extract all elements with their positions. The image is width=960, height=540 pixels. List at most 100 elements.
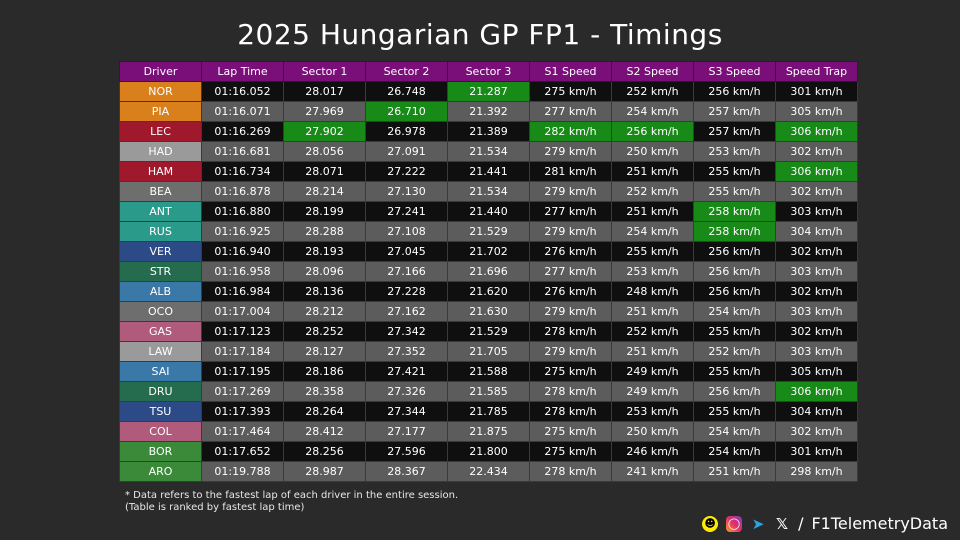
s1-speed-cell: 276 km/h bbox=[529, 241, 612, 262]
lap-time-cell: 01:17.393 bbox=[201, 401, 284, 422]
driver-cell: DRU bbox=[119, 381, 202, 402]
sector-2-cell: 27.421 bbox=[365, 361, 448, 382]
sector-3-cell: 21.534 bbox=[447, 181, 530, 202]
lap-time-cell: 01:16.940 bbox=[201, 241, 284, 262]
footnote: * Data refers to the fastest lap of each… bbox=[125, 490, 458, 514]
s1-speed-cell: 276 km/h bbox=[529, 281, 612, 302]
speed-trap-cell: 303 km/h bbox=[775, 201, 858, 222]
s1-speed-cell: 275 km/h bbox=[529, 421, 612, 442]
speed-trap-cell: 303 km/h bbox=[775, 261, 858, 282]
sector-2-cell: 27.166 bbox=[365, 261, 448, 282]
driver-cell: LEC bbox=[119, 121, 202, 142]
telegram-icon[interactable]: ➤ bbox=[751, 514, 765, 533]
driver-cell: ALB bbox=[119, 281, 202, 302]
driver-cell: ARO bbox=[119, 461, 202, 482]
sector-2-cell: 27.177 bbox=[365, 421, 448, 442]
s1-speed-cell: 279 km/h bbox=[529, 341, 612, 362]
s2-speed-cell: 252 km/h bbox=[611, 321, 694, 342]
speed-trap-cell: 302 km/h bbox=[775, 181, 858, 202]
sector-2-cell: 27.222 bbox=[365, 161, 448, 182]
s3-speed-cell: 255 km/h bbox=[693, 401, 776, 422]
s1-speed-cell: 279 km/h bbox=[529, 141, 612, 162]
s2-speed-cell: 250 km/h bbox=[611, 141, 694, 162]
driver-cell: OCO bbox=[119, 301, 202, 322]
table-row: DRU 01:17.269 28.358 27.326 21.585 278 km/h 24… bbox=[119, 381, 858, 402]
speed-trap-cell: 305 km/h bbox=[775, 101, 858, 122]
speed-trap-cell: 301 km/h bbox=[775, 441, 858, 462]
driver-cell: GAS bbox=[119, 321, 202, 342]
lap-time-cell: 01:16.681 bbox=[201, 141, 284, 162]
sector-1-cell: 28.096 bbox=[283, 261, 366, 282]
sector-3-cell: 21.875 bbox=[447, 421, 530, 442]
speed-trap-cell: 303 km/h bbox=[775, 341, 858, 362]
s3-speed-cell: 258 km/h bbox=[693, 201, 776, 222]
s1-speed-cell: 278 km/h bbox=[529, 401, 612, 422]
lap-time-cell: 01:17.184 bbox=[201, 341, 284, 362]
sector-1-cell: 28.358 bbox=[283, 381, 366, 402]
social-handle[interactable]: F1TelemetryData bbox=[811, 514, 948, 533]
snapchat-icon[interactable]: ☻ bbox=[702, 515, 719, 532]
sector-1-cell: 27.902 bbox=[283, 121, 366, 142]
sector-3-cell: 21.585 bbox=[447, 381, 530, 402]
driver-cell: TSU bbox=[119, 401, 202, 422]
sector-2-cell: 27.045 bbox=[365, 241, 448, 262]
table-row: ARO 01:19.788 28.987 28.367 22.434 278 km/h 24… bbox=[119, 461, 858, 482]
header-lap-time: Lap Time bbox=[201, 61, 284, 82]
lap-time-cell: 01:17.004 bbox=[201, 301, 284, 322]
s3-speed-cell: 257 km/h bbox=[693, 121, 776, 142]
header-sector-2: Sector 2 bbox=[365, 61, 448, 82]
s1-speed-cell: 282 km/h bbox=[529, 121, 612, 142]
x-icon[interactable]: 𝕏 bbox=[776, 514, 789, 533]
driver-cell: RUS bbox=[119, 221, 202, 242]
s3-speed-cell: 252 km/h bbox=[693, 341, 776, 362]
s3-speed-cell: 255 km/h bbox=[693, 361, 776, 382]
lap-time-cell: 01:16.269 bbox=[201, 121, 284, 142]
sector-1-cell: 28.199 bbox=[283, 201, 366, 222]
s3-speed-cell: 253 km/h bbox=[693, 141, 776, 162]
sector-2-cell: 27.091 bbox=[365, 141, 448, 162]
s2-speed-cell: 251 km/h bbox=[611, 301, 694, 322]
sector-3-cell: 21.800 bbox=[447, 441, 530, 462]
s1-speed-cell: 279 km/h bbox=[529, 221, 612, 242]
s2-speed-cell: 253 km/h bbox=[611, 261, 694, 282]
s2-speed-cell: 246 km/h bbox=[611, 441, 694, 462]
sector-2-cell: 27.342 bbox=[365, 321, 448, 342]
lap-time-cell: 01:17.464 bbox=[201, 421, 284, 442]
sector-3-cell: 21.702 bbox=[447, 241, 530, 262]
speed-trap-cell: 302 km/h bbox=[775, 321, 858, 342]
driver-cell: COL bbox=[119, 421, 202, 442]
driver-cell: LAW bbox=[119, 341, 202, 362]
s1-speed-cell: 279 km/h bbox=[529, 181, 612, 202]
lap-time-cell: 01:16.880 bbox=[201, 201, 284, 222]
s2-speed-cell: 252 km/h bbox=[611, 181, 694, 202]
sector-1-cell: 28.212 bbox=[283, 301, 366, 322]
table-row: LEC 01:16.269 27.902 26.978 21.389 282 km/h 25… bbox=[119, 121, 858, 142]
sector-2-cell: 27.596 bbox=[365, 441, 448, 462]
instagram-icon[interactable]: ◯ bbox=[726, 515, 743, 532]
s2-speed-cell: 251 km/h bbox=[611, 201, 694, 222]
lap-time-cell: 01:16.925 bbox=[201, 221, 284, 242]
s3-speed-cell: 256 km/h bbox=[693, 381, 776, 402]
lap-time-cell: 01:16.958 bbox=[201, 261, 284, 282]
table-row: HAM 01:16.734 28.071 27.222 21.441 281 km/h 25… bbox=[119, 161, 858, 182]
header-s2-speed: S2 Speed bbox=[611, 61, 694, 82]
driver-cell: PIA bbox=[119, 101, 202, 122]
driver-cell: STR bbox=[119, 261, 202, 282]
sector-1-cell: 28.186 bbox=[283, 361, 366, 382]
s1-speed-cell: 278 km/h bbox=[529, 381, 612, 402]
sector-1-cell: 28.056 bbox=[283, 141, 366, 162]
table-row: TSU 01:17.393 28.264 27.344 21.785 278 km/h 25… bbox=[119, 401, 858, 422]
s2-speed-cell: 241 km/h bbox=[611, 461, 694, 482]
speed-trap-cell: 306 km/h bbox=[775, 161, 858, 182]
s3-speed-cell: 257 km/h bbox=[693, 101, 776, 122]
s2-speed-cell: 250 km/h bbox=[611, 421, 694, 442]
sector-3-cell: 21.287 bbox=[447, 81, 530, 102]
lap-time-cell: 01:17.652 bbox=[201, 441, 284, 462]
driver-cell: NOR bbox=[119, 81, 202, 102]
header-sector-3: Sector 3 bbox=[447, 61, 530, 82]
table-row: COL 01:17.464 28.412 27.177 21.875 275 km/h 25… bbox=[119, 421, 858, 442]
speed-trap-cell: 304 km/h bbox=[775, 401, 858, 422]
s1-speed-cell: 277 km/h bbox=[529, 261, 612, 282]
s2-speed-cell: 255 km/h bbox=[611, 241, 694, 262]
s2-speed-cell: 253 km/h bbox=[611, 401, 694, 422]
